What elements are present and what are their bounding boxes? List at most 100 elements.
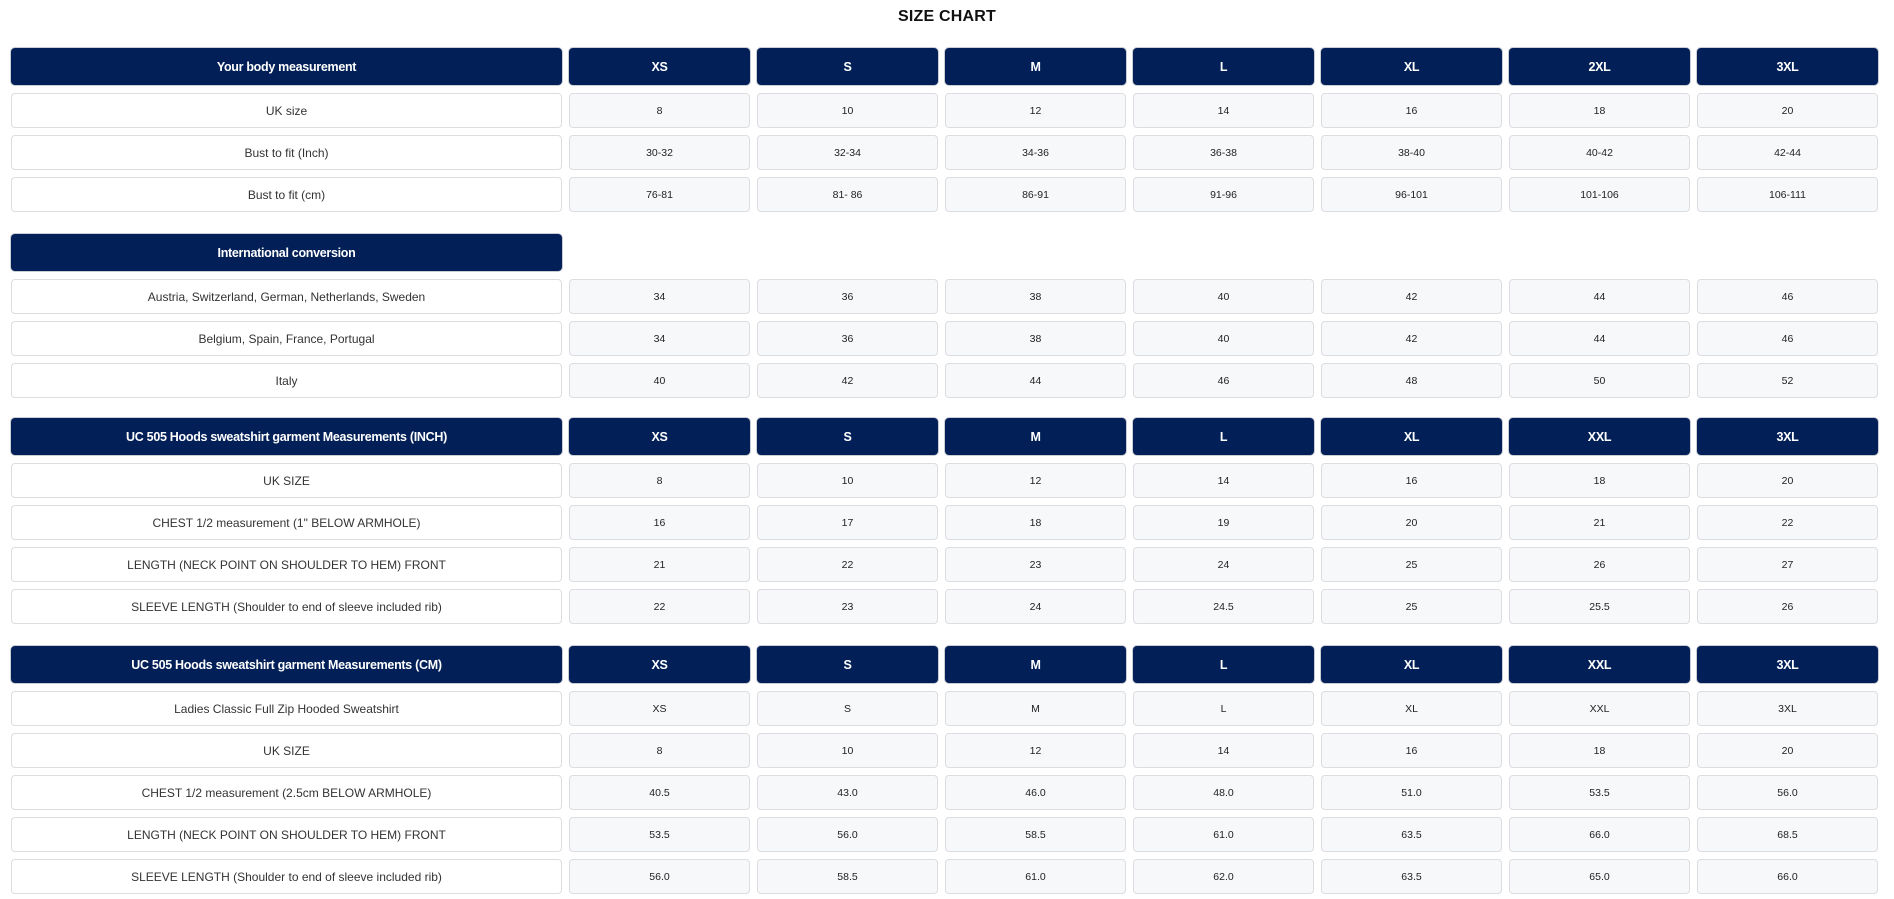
table-cell: 14 bbox=[1133, 733, 1314, 768]
size-column-header: XL bbox=[1321, 48, 1502, 85]
table-cell: S bbox=[757, 691, 938, 726]
table-cell: 44 bbox=[945, 363, 1126, 398]
table-cell: 16 bbox=[1321, 733, 1502, 768]
garment-inch-table: UC 505 Hoods sweatshirt garment Measurem… bbox=[11, 418, 1878, 624]
section-header-label: UC 505 Hoods sweatshirt garment Measurem… bbox=[11, 418, 562, 455]
size-column-header: XXL bbox=[1509, 418, 1690, 455]
table-cell: 24 bbox=[945, 589, 1126, 624]
international-conversion-table: International conversion Austria, Switzer… bbox=[11, 234, 1878, 398]
table-cell: 101-106 bbox=[1509, 177, 1690, 212]
table-cell: 36 bbox=[757, 321, 938, 356]
table-cell: 66.0 bbox=[1697, 859, 1878, 894]
size-column-header: XL bbox=[1321, 418, 1502, 455]
table-cell: 38-40 bbox=[1321, 135, 1502, 170]
table-cell: 48 bbox=[1321, 363, 1502, 398]
table-cell: 32-34 bbox=[757, 135, 938, 170]
size-column-header: XS bbox=[569, 418, 750, 455]
table-cell: 18 bbox=[945, 505, 1126, 540]
size-column-header: S bbox=[757, 646, 938, 683]
table-cell: 61.0 bbox=[945, 859, 1126, 894]
table-cell: 10 bbox=[757, 463, 938, 498]
table-cell: 38 bbox=[945, 279, 1126, 314]
row-label: Bust to fit (Inch) bbox=[11, 135, 562, 170]
table-cell: 25 bbox=[1321, 589, 1502, 624]
table-cell: 46 bbox=[1133, 363, 1314, 398]
table-cell: 62.0 bbox=[1133, 859, 1314, 894]
table-cell: 106-111 bbox=[1697, 177, 1878, 212]
table-cell: 91-96 bbox=[1133, 177, 1314, 212]
table-cell: 96-101 bbox=[1321, 177, 1502, 212]
row-label: LENGTH (NECK POINT ON SHOULDER TO HEM) F… bbox=[11, 817, 562, 852]
table-cell: 36-38 bbox=[1133, 135, 1314, 170]
table-cell: 20 bbox=[1321, 505, 1502, 540]
row-label: UK SIZE bbox=[11, 463, 562, 498]
size-column-header: M bbox=[945, 418, 1126, 455]
table-cell: 25 bbox=[1321, 547, 1502, 582]
table-cell: 48.0 bbox=[1133, 775, 1314, 810]
table-cell: 18 bbox=[1509, 733, 1690, 768]
empty-cell bbox=[1133, 234, 1314, 272]
section-header-label: International conversion bbox=[11, 234, 562, 271]
size-column-header: XS bbox=[569, 646, 750, 683]
size-column-header: L bbox=[1133, 418, 1314, 455]
table-cell: 34-36 bbox=[945, 135, 1126, 170]
size-column-header: S bbox=[757, 48, 938, 85]
table-cell: 76-81 bbox=[569, 177, 750, 212]
size-column-header: L bbox=[1133, 646, 1314, 683]
row-label: UK size bbox=[11, 93, 562, 128]
table-cell: 46.0 bbox=[945, 775, 1126, 810]
table-cell: 25.5 bbox=[1509, 589, 1690, 624]
table-cell: 14 bbox=[1133, 463, 1314, 498]
size-column-header: L bbox=[1133, 48, 1314, 85]
table-cell: 24.5 bbox=[1133, 589, 1314, 624]
empty-cell bbox=[1321, 234, 1502, 272]
table-cell: 30-32 bbox=[569, 135, 750, 170]
size-column-header: XS bbox=[569, 48, 750, 85]
table-cell: 26 bbox=[1697, 589, 1878, 624]
table-cell: 23 bbox=[945, 547, 1126, 582]
table-cell: 51.0 bbox=[1321, 775, 1502, 810]
table-cell: 50 bbox=[1509, 363, 1690, 398]
empty-cell bbox=[1697, 234, 1878, 272]
table-cell: 27 bbox=[1697, 547, 1878, 582]
garment-cm-table: UC 505 Hoods sweatshirt garment Measurem… bbox=[11, 646, 1878, 894]
section-header-label: Your body measurement bbox=[11, 48, 562, 85]
row-label: SLEEVE LENGTH (Shoulder to end of sleeve… bbox=[11, 859, 562, 894]
row-label: Bust to fit (cm) bbox=[11, 177, 562, 212]
table-cell: 16 bbox=[1321, 93, 1502, 128]
table-cell: 8 bbox=[569, 93, 750, 128]
table-cell: 38 bbox=[945, 321, 1126, 356]
table-cell: 23 bbox=[757, 589, 938, 624]
size-column-header: 3XL bbox=[1697, 48, 1878, 85]
table-cell: 63.5 bbox=[1321, 859, 1502, 894]
row-label: Italy bbox=[11, 363, 562, 398]
table-cell: 16 bbox=[569, 505, 750, 540]
size-column-header: XL bbox=[1321, 646, 1502, 683]
empty-cell bbox=[945, 234, 1126, 272]
table-cell: 66.0 bbox=[1509, 817, 1690, 852]
table-cell: 21 bbox=[569, 547, 750, 582]
table-cell: XS bbox=[569, 691, 750, 726]
table-cell: 40 bbox=[569, 363, 750, 398]
table-cell: XL bbox=[1321, 691, 1502, 726]
table-cell: 44 bbox=[1509, 321, 1690, 356]
table-cell: 17 bbox=[757, 505, 938, 540]
body-measurement-table: Your body measurement XS S M L XL 2XL 3XL UK siz… bbox=[11, 48, 1878, 212]
table-cell: 26 bbox=[1509, 547, 1690, 582]
empty-cell bbox=[757, 234, 938, 272]
table-cell: 58.5 bbox=[757, 859, 938, 894]
table-cell: 40-42 bbox=[1509, 135, 1690, 170]
table-cell: 40 bbox=[1133, 279, 1314, 314]
table-cell: 22 bbox=[757, 547, 938, 582]
table-cell: 8 bbox=[569, 733, 750, 768]
section-header-label: UC 505 Hoods sweatshirt garment Measurem… bbox=[11, 646, 562, 683]
table-cell: 34 bbox=[569, 279, 750, 314]
table-cell: 12 bbox=[945, 93, 1126, 128]
table-cell: 22 bbox=[1697, 505, 1878, 540]
table-cell: 42 bbox=[1321, 321, 1502, 356]
table-cell: 42-44 bbox=[1697, 135, 1878, 170]
empty-cell bbox=[569, 234, 750, 272]
table-cell: 18 bbox=[1509, 463, 1690, 498]
table-cell: 42 bbox=[1321, 279, 1502, 314]
row-label: Ladies Classic Full Zip Hooded Sweatshir… bbox=[11, 691, 562, 726]
